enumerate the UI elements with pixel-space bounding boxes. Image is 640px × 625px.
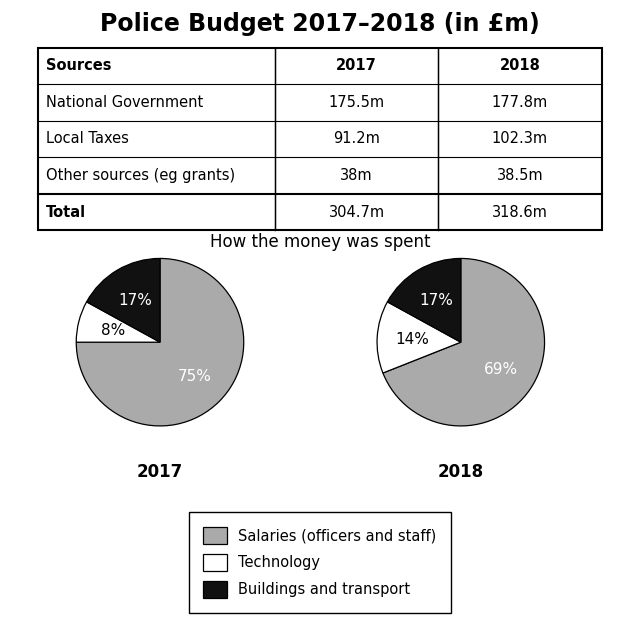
Text: 38.5m: 38.5m xyxy=(497,168,543,183)
Text: Local Taxes: Local Taxes xyxy=(46,131,129,146)
Text: 318.6m: 318.6m xyxy=(492,204,548,219)
Text: 102.3m: 102.3m xyxy=(492,131,548,146)
Text: 17%: 17% xyxy=(419,293,453,308)
Wedge shape xyxy=(76,302,160,343)
Wedge shape xyxy=(387,259,461,343)
Wedge shape xyxy=(377,302,461,373)
Text: Police Budget 2017–2018 (in £m): Police Budget 2017–2018 (in £m) xyxy=(100,12,540,36)
Text: Total: Total xyxy=(46,204,86,219)
Text: 2018: 2018 xyxy=(499,58,540,73)
Text: 8%: 8% xyxy=(101,322,125,338)
Wedge shape xyxy=(76,259,244,426)
Text: 175.5m: 175.5m xyxy=(328,95,385,110)
Wedge shape xyxy=(383,259,545,426)
Text: 17%: 17% xyxy=(118,293,152,308)
Text: Sources: Sources xyxy=(46,58,111,73)
Text: 2018: 2018 xyxy=(438,462,484,481)
Text: 14%: 14% xyxy=(396,332,429,347)
Text: 177.8m: 177.8m xyxy=(492,95,548,110)
Wedge shape xyxy=(86,259,160,343)
Text: 75%: 75% xyxy=(177,369,211,384)
Text: 304.7m: 304.7m xyxy=(328,204,385,219)
Text: 69%: 69% xyxy=(484,362,518,377)
Text: 38m: 38m xyxy=(340,168,373,183)
Text: National Government: National Government xyxy=(46,95,204,110)
Text: 2017: 2017 xyxy=(336,58,377,73)
Text: 91.2m: 91.2m xyxy=(333,131,380,146)
Bar xyxy=(38,48,602,231)
Legend: Salaries (officers and staff), Technology, Buildings and transport: Salaries (officers and staff), Technolog… xyxy=(189,512,451,612)
Text: Other sources (eg grants): Other sources (eg grants) xyxy=(46,168,236,183)
Text: How the money was spent: How the money was spent xyxy=(210,233,430,251)
Text: 2017: 2017 xyxy=(137,462,183,481)
